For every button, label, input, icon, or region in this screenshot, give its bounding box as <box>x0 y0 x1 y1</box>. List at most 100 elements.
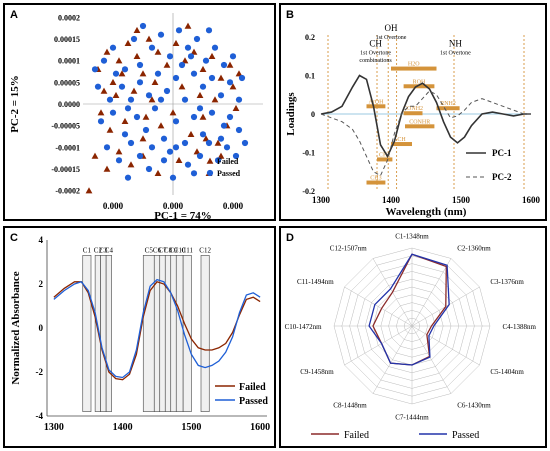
x-tick-label: 1400 <box>113 422 133 433</box>
radar-axis-label: C6-1430nm <box>457 401 491 409</box>
x-tick-label: 1400 <box>382 195 401 205</box>
passed-point <box>124 105 132 112</box>
failed-point <box>142 113 150 120</box>
passed-point <box>187 53 195 60</box>
band-bar <box>403 111 423 116</box>
failed-point <box>118 70 126 77</box>
passed-point <box>142 126 150 134</box>
passed-point <box>175 27 183 34</box>
panel-b: 0.2 0.1 0 -0.1 -0.2 1300 1400 1500 1600 Wavelengt… <box>279 3 547 221</box>
y-tick-label: -4 <box>36 411 44 421</box>
y-tick-label: -0.0001 <box>55 143 80 152</box>
band-bar <box>436 106 460 111</box>
x-tick-label: 1300 <box>44 422 64 433</box>
pc1-line <box>320 74 531 159</box>
region-label: C9 <box>169 246 178 254</box>
band-bar <box>405 124 435 129</box>
passed-point <box>139 22 147 30</box>
x-tick-label: 0.000 <box>103 201 124 211</box>
y-tick-label: 0.1 <box>305 72 315 81</box>
passed-point <box>235 96 243 103</box>
region-header-label: 1st Overtone <box>376 35 407 41</box>
region-label: C12 <box>199 246 211 254</box>
radar-axis-label: C8-1448nm <box>333 401 367 409</box>
passed-point <box>136 61 144 69</box>
region-label: C10 <box>174 246 186 254</box>
failed-point <box>100 87 108 94</box>
x-tick-label: 1600 <box>250 422 270 433</box>
region-rect <box>164 255 172 412</box>
passed-point <box>151 105 159 112</box>
failed-point <box>175 156 183 164</box>
y-tick-label: 0.00005 <box>54 78 80 87</box>
y-tick-label: 2 <box>39 279 44 289</box>
passed-point <box>115 157 123 164</box>
failed-point <box>109 78 117 86</box>
failed-point <box>181 57 189 64</box>
failed-point <box>196 91 204 99</box>
y-tick-label: -0.00005 <box>51 122 80 131</box>
legend-passed-marker <box>206 169 214 177</box>
radar-chart: C1-1348nm C2-1360nm C3-1376nm C4-1388nm C5-1… <box>285 233 537 441</box>
region-rect <box>159 255 166 412</box>
region-header-label: NH <box>449 39 462 49</box>
passed-point <box>160 157 168 164</box>
failed-point <box>115 57 123 64</box>
passed-point <box>223 144 231 151</box>
failed-point <box>115 148 123 155</box>
failed-point <box>184 22 192 29</box>
passed-point <box>205 139 213 147</box>
region-header-label: combinations <box>359 58 392 64</box>
passed-point <box>208 74 216 82</box>
radar-axis-label: C7-1444nm <box>395 413 429 421</box>
passed-point <box>199 83 207 90</box>
region-rect <box>153 255 161 412</box>
region-rect <box>170 255 177 412</box>
passed-point <box>217 92 225 99</box>
passed-point <box>217 135 225 142</box>
band-bar <box>391 66 437 71</box>
failed-point <box>91 152 99 159</box>
passed-point <box>235 126 243 134</box>
failed-point <box>190 48 198 55</box>
passed-point <box>220 122 228 129</box>
failed-point <box>154 169 162 177</box>
radar-axis-label: C2-1360nm <box>457 245 491 253</box>
passed-point <box>148 144 156 151</box>
failed-point <box>178 83 186 90</box>
failed-point <box>187 130 195 138</box>
radar-axis-label: C5-1404nm <box>490 368 524 376</box>
failed-point <box>145 35 153 42</box>
failed-point <box>103 48 111 55</box>
failed-point <box>124 39 132 47</box>
y-tick-label: -0.1 <box>302 149 315 158</box>
passed-point <box>184 161 192 168</box>
y-tick-label: 0.0001 <box>58 57 80 66</box>
failed-point <box>85 187 93 194</box>
passed-point <box>232 152 240 160</box>
failed-point <box>193 148 201 155</box>
region-label: C3 <box>99 246 108 254</box>
passed-point <box>205 27 213 34</box>
passed-point <box>226 79 234 86</box>
failed-point <box>211 96 219 103</box>
passed-point <box>190 70 198 77</box>
y-tick-label: 4 <box>39 235 44 245</box>
legend-label: Passed <box>217 169 241 178</box>
band-bar <box>391 142 412 147</box>
radar-axis-label: C4-1388nm <box>502 323 536 331</box>
passed-point <box>190 170 198 177</box>
panel-a: 0.0002 0.00015 0.0001 0.00005 0.0000 -0.00005… <box>3 3 276 221</box>
failed-point <box>139 70 147 77</box>
region-rect <box>82 255 92 412</box>
failed-point <box>112 91 120 99</box>
band-label: CH <box>397 137 406 143</box>
passed-point <box>136 79 144 86</box>
failed-point <box>130 87 138 94</box>
passed-point <box>169 174 177 181</box>
passed-point <box>127 96 135 103</box>
x-tick-label: 1600 <box>522 195 541 205</box>
legend-label: PC-1 <box>492 148 512 158</box>
